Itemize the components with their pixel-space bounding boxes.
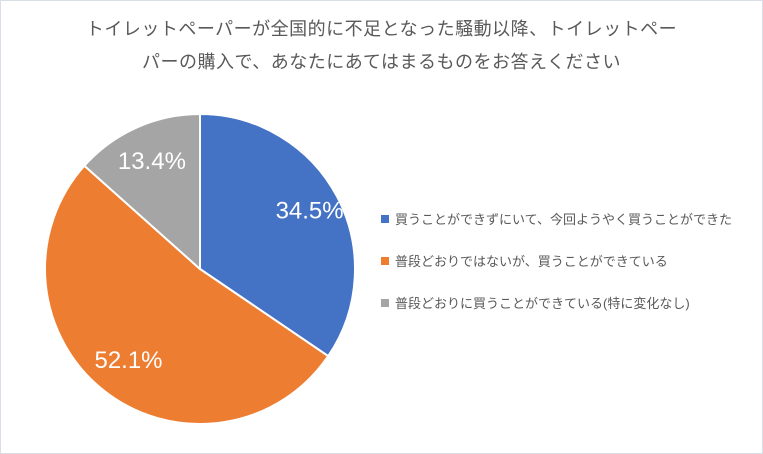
pie-data-label-2: 52.1% (94, 347, 162, 374)
legend-marker-square-icon (381, 298, 389, 307)
legend-item-1: 買うことができずにいて、今回ようやく買うことができた (381, 210, 732, 227)
pie-slice-1 (199, 113, 356, 358)
legend-item-label: 買うことができずにいて、今回ようやく買うことができた (395, 212, 732, 227)
legend-item-3: 普段どおりに買うことができている(特に変化なし) (381, 294, 732, 311)
legend-item-label: 普段どおりではないが、買うことができている (395, 254, 668, 269)
pie-chart: 34.5% 52.1% 13.4% (43, 113, 356, 425)
legend-marker-square-icon (381, 214, 389, 223)
legend-item-2: 普段どおりではないが、買うことができている (381, 252, 732, 269)
chart-title: トイレットペーパーが全国的に不足となった騒動以降、トイレットペー パーの購入で、… (1, 13, 762, 79)
chart-title-line-2: パーの購入で、あなたにあてはまるものをお答えください (141, 52, 622, 72)
chart-title-line-1: トイレットペーパーが全国的に不足となった騒動以降、トイレットペー (85, 19, 678, 39)
pie-data-label-3: 13.4% (118, 148, 186, 175)
pie-slice-2 (43, 164, 330, 425)
chart-legend: 買うことができずにいて、今回ようやく買うことができた 普段どおりではないが、買う… (381, 210, 732, 336)
legend-item-label: 普段どおりに買うことができている(特に変化なし) (395, 296, 690, 311)
legend-marker-square-icon (381, 256, 389, 265)
pie-slice-3 (83, 113, 201, 270)
pie-data-label-1: 34.5% (276, 198, 344, 225)
